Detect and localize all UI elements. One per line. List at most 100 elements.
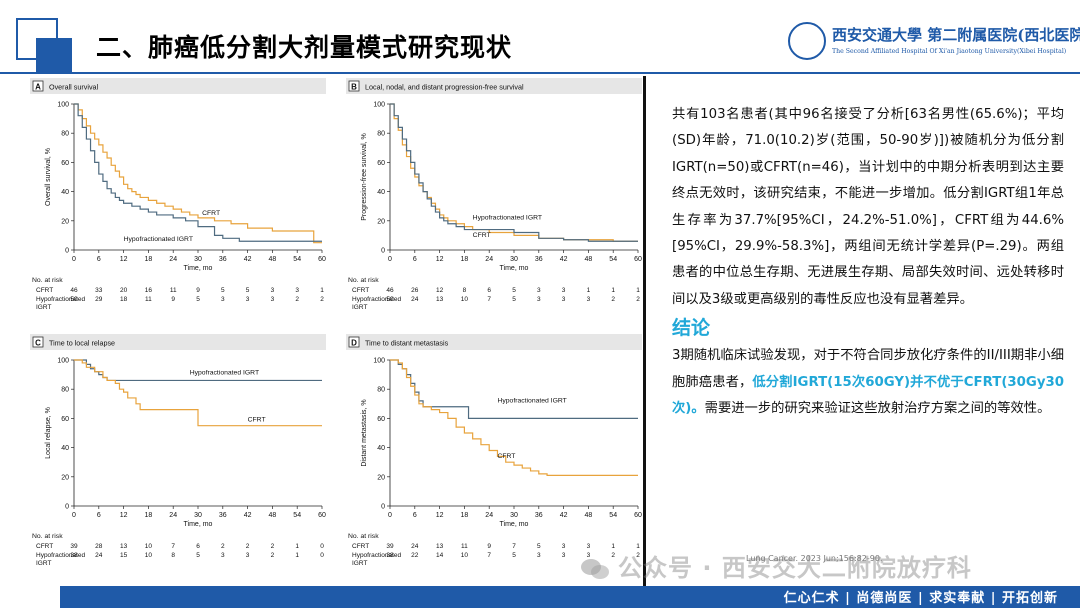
x-tick-label: 42 bbox=[244, 512, 252, 519]
risk-cell: 3 bbox=[537, 552, 541, 559]
conclusion-highlight: 低分割IGRT(15次60GY)并不优于CFRT(30Gy30次)。 bbox=[672, 374, 1064, 417]
conclusion-text-after: 需要进一步的研究来验证这些放射治疗方案之间的等效性。 bbox=[704, 401, 1051, 417]
footer-motto: 仁心仁术 | 尚德尚医 | 求实奉献 | 开拓创新 bbox=[783, 591, 1058, 606]
y-tick-label: 0 bbox=[65, 248, 69, 255]
y-tick-label: 60 bbox=[377, 160, 385, 167]
risk-row-label: Hypofractionated bbox=[36, 296, 86, 303]
risk-table-title: No. at risk bbox=[348, 277, 379, 284]
y-tick-label: 40 bbox=[377, 189, 385, 196]
series-line-hypofractionated-igrt bbox=[74, 103, 322, 242]
x-tick-label: 24 bbox=[485, 512, 493, 519]
x-tick-label: 36 bbox=[219, 512, 227, 519]
y-tick-label: 100 bbox=[57, 358, 69, 365]
x-tick-label: 6 bbox=[97, 256, 101, 263]
y-axis-label: Progression-free survival, % bbox=[361, 133, 368, 221]
risk-cell: 8 bbox=[463, 287, 467, 294]
series-line-cfrt bbox=[74, 359, 322, 427]
title-deco-filled-square bbox=[36, 38, 72, 74]
risk-cell: 46 bbox=[70, 287, 78, 294]
risk-row-label: Hypofractionated bbox=[352, 296, 402, 303]
risk-cell: 7 bbox=[171, 543, 175, 550]
x-tick-label: 6 bbox=[413, 512, 417, 519]
series-line-hypofractionated-igrt bbox=[390, 103, 638, 242]
series-label: CFRT bbox=[473, 232, 491, 239]
y-axis-label: Overall survival, % bbox=[45, 148, 52, 206]
citation: Lung Cancer. 2023 Jun;156:82-90. bbox=[746, 554, 883, 563]
x-tick-label: 0 bbox=[72, 512, 76, 519]
x-tick-label: 30 bbox=[194, 512, 202, 519]
risk-cell: 1 bbox=[636, 287, 640, 294]
x-tick-label: 12 bbox=[120, 512, 128, 519]
risk-cell: 2 bbox=[221, 543, 225, 550]
y-tick-label: 80 bbox=[377, 387, 385, 394]
risk-cell: 5 bbox=[537, 543, 541, 550]
risk-cell: 3 bbox=[246, 552, 250, 559]
risk-cell: 3 bbox=[537, 287, 541, 294]
risk-cell: 20 bbox=[120, 287, 128, 294]
risk-cell: 38 bbox=[386, 552, 394, 559]
x-tick-label: 54 bbox=[609, 256, 617, 263]
risk-cell: 10 bbox=[461, 296, 469, 303]
risk-cell: 10 bbox=[461, 552, 469, 559]
risk-cell: 2 bbox=[636, 296, 640, 303]
y-tick-label: 80 bbox=[61, 131, 69, 138]
footer-bar bbox=[0, 586, 1080, 608]
y-tick-label: 0 bbox=[381, 504, 385, 511]
series-label: Hypofractionated IGRT bbox=[190, 370, 259, 377]
risk-cell: 16 bbox=[145, 287, 153, 294]
risk-row-label-cont: IGRT bbox=[352, 304, 367, 311]
y-tick-label: 20 bbox=[61, 474, 69, 481]
risk-cell: 3 bbox=[562, 287, 566, 294]
risk-cell: 3 bbox=[587, 543, 591, 550]
panel-letter: D bbox=[351, 339, 357, 348]
risk-cell: 2 bbox=[320, 296, 324, 303]
risk-cell: 5 bbox=[246, 287, 250, 294]
risk-cell: 1 bbox=[295, 552, 299, 559]
risk-row-label: CFRT bbox=[352, 287, 369, 294]
risk-row-label-cont: IGRT bbox=[36, 560, 51, 567]
risk-cell: 24 bbox=[95, 552, 103, 559]
risk-cell: 2 bbox=[611, 296, 615, 303]
title-rule bbox=[0, 72, 1080, 74]
risk-cell: 11 bbox=[170, 287, 177, 294]
x-tick-label: 24 bbox=[485, 256, 493, 263]
x-tick-label: 12 bbox=[436, 512, 444, 519]
risk-cell: 3 bbox=[562, 296, 566, 303]
risk-cell: 3 bbox=[587, 296, 591, 303]
risk-cell: 9 bbox=[487, 543, 491, 550]
x-tick-label: 60 bbox=[318, 256, 326, 263]
series-label: Hypofractionated IGRT bbox=[473, 214, 542, 221]
x-tick-label: 30 bbox=[510, 256, 518, 263]
risk-cell: 2 bbox=[611, 552, 615, 559]
x-tick-label: 48 bbox=[269, 512, 277, 519]
y-tick-label: 100 bbox=[57, 102, 69, 109]
risk-cell: 18 bbox=[120, 296, 128, 303]
risk-cell: 10 bbox=[145, 552, 153, 559]
risk-cell: 5 bbox=[221, 287, 225, 294]
risk-cell: 7 bbox=[487, 552, 491, 559]
risk-cell: 22 bbox=[411, 552, 419, 559]
panel-title: Time to distant metastasis bbox=[365, 339, 449, 348]
risk-cell: 5 bbox=[512, 296, 516, 303]
x-axis-label: Time, mo bbox=[184, 521, 213, 528]
x-tick-label: 48 bbox=[585, 512, 593, 519]
risk-cell: 3 bbox=[537, 296, 541, 303]
panel-letter-box bbox=[348, 80, 360, 92]
x-tick-label: 42 bbox=[560, 256, 568, 263]
risk-cell: 50 bbox=[386, 296, 394, 303]
x-tick-label: 42 bbox=[244, 256, 252, 263]
risk-row-label: Hypofractionated bbox=[352, 552, 402, 559]
risk-cell: 3 bbox=[587, 552, 591, 559]
x-tick-label: 18 bbox=[461, 256, 469, 263]
risk-cell: 14 bbox=[436, 552, 444, 559]
y-tick-label: 60 bbox=[61, 160, 69, 167]
y-tick-label: 20 bbox=[61, 218, 69, 225]
risk-cell: 3 bbox=[562, 543, 566, 550]
logo-english-name: The Second Affiliated Hospital Of Xi'an … bbox=[832, 48, 1067, 55]
x-tick-label: 36 bbox=[535, 512, 543, 519]
panel-letter: B bbox=[351, 83, 357, 92]
risk-cell: 26 bbox=[411, 287, 419, 294]
series-label: Hypofractionated IGRT bbox=[124, 236, 193, 243]
slide-title: 二、肺癌低分割大剂量模式研究现状 bbox=[96, 33, 513, 62]
